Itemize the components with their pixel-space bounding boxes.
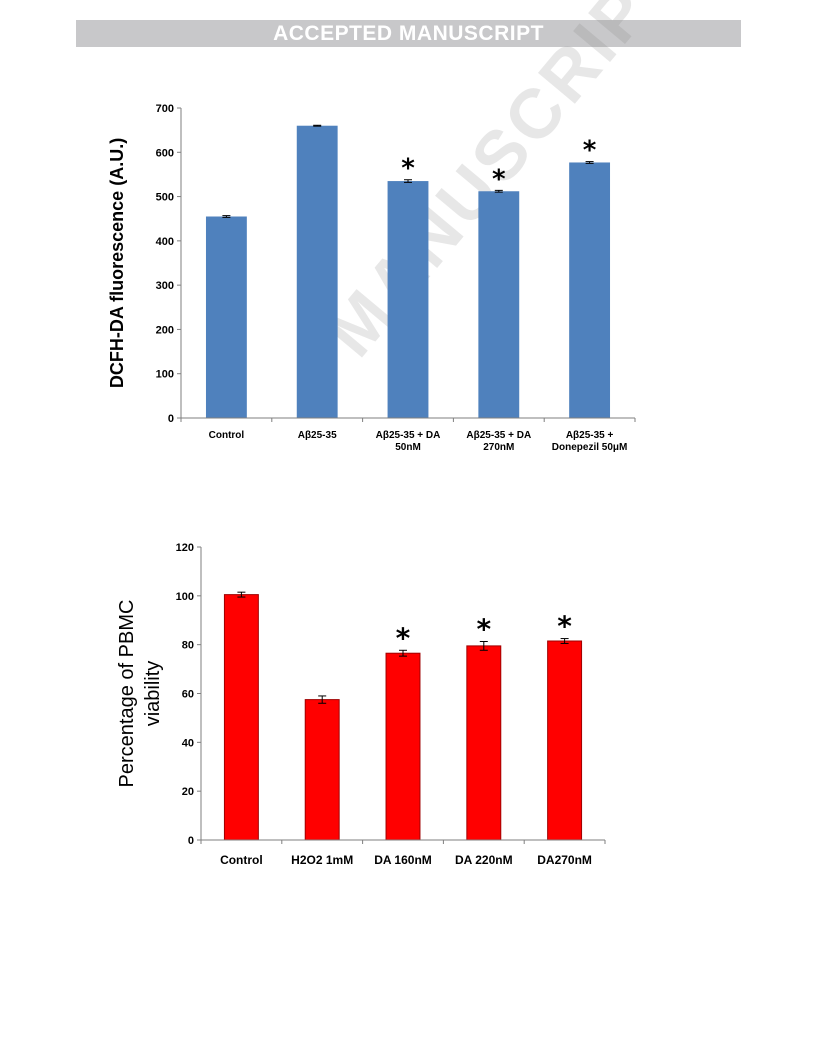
y-tick-label: 0: [168, 413, 174, 425]
y-tick-label: 40: [182, 737, 194, 749]
category-label: Aβ25-35 +: [566, 430, 614, 441]
y-axis-title: viability: [142, 661, 164, 727]
bar: [547, 640, 583, 841]
significance-asterisk: *: [401, 154, 415, 184]
significance-asterisk: *: [396, 621, 411, 654]
bar: [466, 645, 502, 841]
y-tick-label: 20: [182, 786, 194, 798]
significance-asterisk: *: [583, 136, 597, 166]
y-axis-title: DCFH-DA fluorescence (A.U.): [107, 138, 127, 388]
significance-asterisk: *: [557, 610, 572, 643]
bar: [205, 216, 247, 418]
category-label: 50nM: [395, 442, 421, 453]
y-tick-label: 300: [156, 280, 174, 292]
bar: [296, 125, 338, 418]
significance-asterisk: *: [492, 164, 506, 194]
bar: [385, 652, 421, 841]
bar: [478, 191, 520, 418]
y-tick-label: 700: [156, 103, 174, 115]
category-label: Donepezil 50μM: [552, 442, 628, 453]
y-tick-label: 0: [188, 835, 194, 847]
bar: [569, 162, 611, 418]
category-label: Aβ25-35 + DA: [376, 430, 441, 441]
category-label: DA 160nM: [374, 853, 432, 867]
category-label: Control: [209, 430, 245, 441]
category-label: 270nM: [483, 442, 514, 453]
y-tick-label: 600: [156, 147, 174, 159]
category-label: Control: [220, 853, 263, 867]
y-tick-label: 500: [156, 192, 174, 204]
y-tick-label: 60: [182, 689, 194, 701]
y-tick-label: 400: [156, 236, 174, 248]
category-label: DA 220nM: [455, 853, 513, 867]
category-label: H2O2 1mM: [291, 853, 353, 867]
category-label: Aβ25-35: [298, 430, 337, 441]
significance-asterisk: *: [476, 612, 491, 645]
y-tick-label: 100: [176, 591, 194, 603]
category-label: DA270nM: [537, 853, 592, 867]
y-tick-label: 100: [156, 369, 174, 381]
accepted-manuscript-banner: ACCEPTED MANUSCRIPT: [76, 20, 741, 47]
bar: [223, 594, 259, 841]
category-label: Aβ25-35 + DA: [466, 430, 531, 441]
bar: [304, 699, 340, 841]
y-tick-label: 80: [182, 640, 194, 652]
y-tick-label: 200: [156, 324, 174, 336]
y-axis-title: Percentage of PBMC: [116, 600, 138, 788]
y-tick-label: 120: [176, 542, 194, 554]
bar: [387, 181, 429, 418]
dcfh-da-bar-chart: 0 100 200 300 400 500 600 700 Control Aβ25-35 * Aβ2…: [107, 103, 636, 453]
